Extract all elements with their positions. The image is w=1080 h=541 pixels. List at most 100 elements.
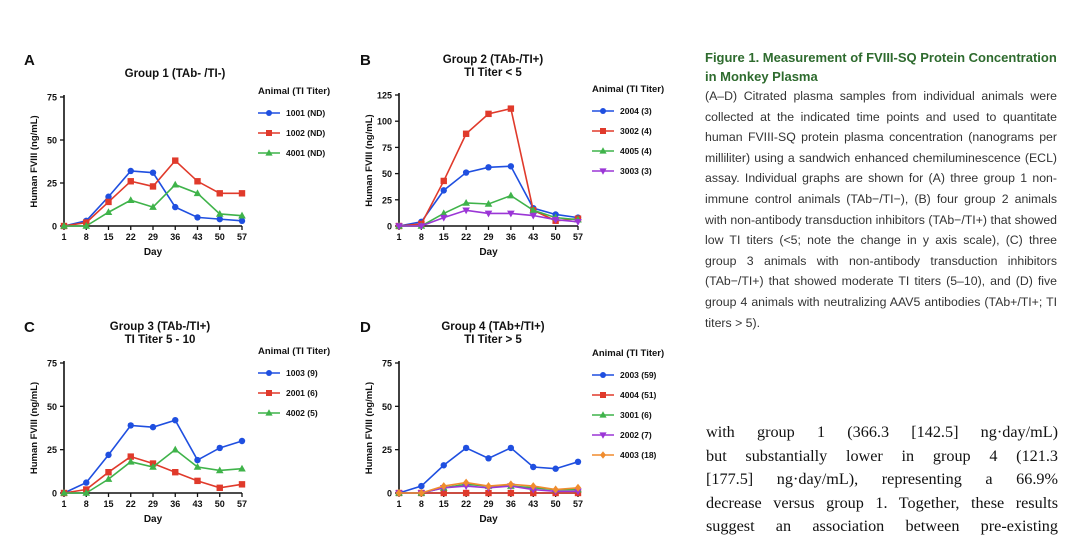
panel-title-d: Group 4 (TAb+/TI+) TI Titer > 5 <box>393 321 593 347</box>
data-point <box>507 210 515 218</box>
y-tick-label: 25 <box>47 179 57 189</box>
chart-panel-1: 0 25 50 75 1 8 15 22 29 36 43 50 57 Day Human FVIII (n… <box>29 93 247 259</box>
legend-swatch <box>592 128 614 134</box>
legend-marker <box>265 409 273 416</box>
legend-label: 4004 (51) <box>620 390 657 400</box>
data-point <box>149 463 157 470</box>
legend-item: 4005 (4) <box>592 141 664 161</box>
data-point <box>127 422 134 429</box>
legend-marker <box>600 392 606 398</box>
legend-marker <box>600 372 606 378</box>
data-point <box>238 437 246 445</box>
data-point <box>439 214 448 222</box>
legend-marker <box>599 168 607 175</box>
legend-item: 4003 (18) <box>592 445 664 465</box>
x-tick-label: 57 <box>237 232 247 242</box>
data-point <box>194 214 201 221</box>
y-axis-label: Human FVIII (ng/mL) <box>29 382 40 474</box>
body-line: suggest an association between pre-exist… <box>706 517 1058 535</box>
data-point <box>238 481 246 488</box>
y-tick-label: 50 <box>47 402 57 412</box>
data-point <box>395 489 403 497</box>
data-point <box>171 445 180 453</box>
x-tick-label: 8 <box>84 232 89 242</box>
data-point <box>440 187 447 194</box>
legend-marker <box>266 370 272 376</box>
y-tick-label: 0 <box>52 489 57 499</box>
data-point <box>126 196 135 203</box>
data-point <box>418 482 425 490</box>
data-point <box>440 482 447 491</box>
legend-label: 1003 (9) <box>286 368 318 378</box>
data-point <box>418 489 425 497</box>
data-point <box>551 216 560 224</box>
legend-title: Animal (TI Titer) <box>258 346 331 357</box>
data-point <box>215 466 224 474</box>
data-point <box>172 203 179 211</box>
data-point <box>127 453 134 460</box>
legend-item: 2001 (6) <box>258 383 330 403</box>
body-line: with group 1 (366.3 [142.5] ng·day/mL) <box>706 423 1058 441</box>
y-axis-label: Human FVIII (ng/mL) <box>364 382 375 474</box>
data-point <box>60 222 68 229</box>
data-point <box>574 458 582 465</box>
legend-item: 2003 (59) <box>592 365 664 385</box>
legend-marker <box>600 451 606 459</box>
caption-title: Figure 1. Measurement of FVIII-SQ Protei… <box>705 50 1057 84</box>
x-tick-label: 43 <box>192 232 202 242</box>
data-point <box>238 211 246 219</box>
data-point <box>104 208 113 216</box>
legend-item: 4001 (ND) <box>258 143 330 163</box>
legend-item: 1002 (ND) <box>258 123 330 143</box>
data-point <box>104 475 113 482</box>
y-tick-label: 50 <box>382 169 392 179</box>
legend-item: 1003 (9) <box>258 363 330 383</box>
data-point <box>171 180 180 188</box>
panel-title-line: TI Titer 5 - 10 <box>124 334 196 346</box>
legend-marker <box>599 432 607 439</box>
legend-group-3: Animal (TI Titer) 1003 (9) 2001 (6) 4002 (5… <box>258 346 330 423</box>
data-point <box>440 177 447 185</box>
y-tick-label: 75 <box>382 359 392 369</box>
data-point <box>149 203 157 210</box>
data-point <box>507 191 515 199</box>
data-point <box>149 423 157 431</box>
x-tick-label: 8 <box>419 232 424 242</box>
x-tick-label: 50 <box>551 232 561 242</box>
data-point <box>216 484 223 491</box>
legend-swatch <box>258 149 280 156</box>
legend-swatch <box>592 108 614 114</box>
data-point <box>105 469 112 476</box>
x-tick-label: 36 <box>170 499 180 509</box>
data-point <box>216 215 223 223</box>
x-tick-label: 22 <box>461 232 471 242</box>
legend-label: 4001 (ND) <box>286 148 326 158</box>
data-point <box>507 105 515 112</box>
data-point <box>574 219 582 226</box>
y-tick-label: 25 <box>382 445 392 455</box>
body-line: but substantially lower in group 4 (121.… <box>706 446 1058 465</box>
panel-title-line: TI Titer < 5 <box>464 67 522 79</box>
data-point <box>529 206 538 214</box>
y-tick-label: 100 <box>377 117 392 127</box>
data-point <box>530 463 537 471</box>
x-tick-label: 29 <box>148 232 158 242</box>
x-tick-label: 36 <box>506 499 516 509</box>
data-point <box>216 444 223 452</box>
legend-label: 1001 (ND) <box>286 108 326 118</box>
x-tick-label: 22 <box>126 499 136 509</box>
legend-label: 3002 (4) <box>620 126 652 136</box>
legend-group-4: Animal (TI Titer) 2003 (59) 4004 (51) 3001 … <box>592 348 664 465</box>
data-point <box>485 482 492 491</box>
legend-item: 1001 (ND) <box>258 103 330 123</box>
panel-title-line: Group 3 (TAb-/TI+) <box>109 321 211 333</box>
x-axis-label: Day <box>144 514 163 525</box>
data-point <box>193 463 202 470</box>
data-point <box>574 483 582 492</box>
legend-label: 2003 (59) <box>620 370 657 380</box>
legend-item: 3003 (3) <box>592 161 664 181</box>
data-point <box>216 190 223 197</box>
x-tick-label: 43 <box>528 499 538 509</box>
data-point <box>194 178 201 185</box>
